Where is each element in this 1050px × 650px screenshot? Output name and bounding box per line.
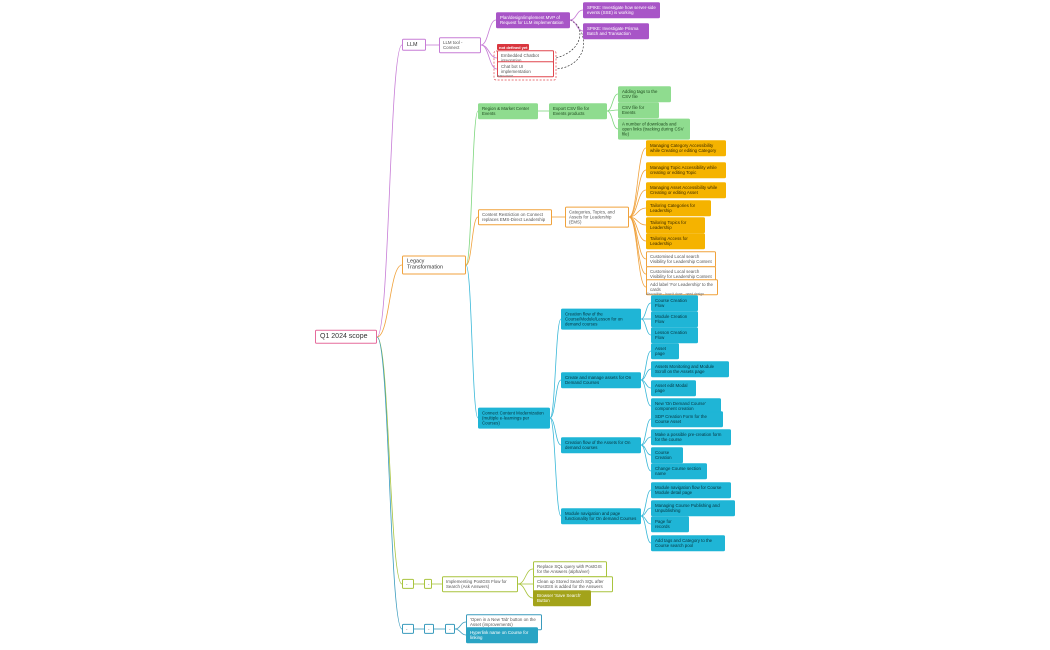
mind-node: Implementing PostGIS Flow for Search (As… xyxy=(442,576,518,592)
mind-node: Categories, Topics, and Assets for Leade… xyxy=(565,206,629,228)
status-tag: not defined yet xyxy=(497,44,530,50)
mind-node: Region & Market Center Events xyxy=(478,103,538,119)
mind-node: Tailoring Categories for Leadership xyxy=(646,200,711,216)
connector xyxy=(376,336,403,630)
connector xyxy=(628,216,647,275)
mind-node: Managing Asset Accessibility while Creat… xyxy=(646,182,726,198)
mind-node: Change Course section name xyxy=(651,463,707,479)
connector xyxy=(376,336,403,585)
connector xyxy=(517,568,534,585)
connector xyxy=(376,264,403,338)
connector xyxy=(606,110,619,130)
mind-node: Add label 'For Leadership' to the cards xyxy=(646,279,718,295)
mind-node: Q1 2024 scope xyxy=(315,329,377,345)
mind-node: Managing Course Publishing and Unpublish… xyxy=(651,500,735,516)
mind-node: Managing Category Accessibility while Cr… xyxy=(646,140,726,156)
mind-node: Module navigation and page functionality… xyxy=(561,508,641,524)
mind-node: SDP Creation Form for the Course Asset xyxy=(651,411,723,427)
mind-node: Create and manage assets for On Demand C… xyxy=(561,372,641,388)
mind-node: Creation flow of the Assets for On deman… xyxy=(561,437,641,453)
mind-node: Connect Content Modernization (multiple … xyxy=(478,407,550,429)
mind-node: A number of downloads and open links (tr… xyxy=(618,118,690,140)
connector xyxy=(640,350,652,381)
mind-node: - xyxy=(402,623,414,635)
mind-node: Export CSV file for Events products xyxy=(549,103,607,119)
connector xyxy=(517,583,534,599)
connector xyxy=(606,93,619,112)
connector xyxy=(640,436,652,446)
node-note: Also within - how it done - need design xyxy=(646,292,705,296)
dashed-link xyxy=(555,19,584,70)
connector xyxy=(640,515,652,544)
connector xyxy=(480,44,498,70)
connector xyxy=(549,379,562,419)
mind-node: Tailoring Topics for Leadership xyxy=(646,217,705,233)
connector xyxy=(549,417,562,446)
mind-node: Content Restriction on Connect replaces … xyxy=(478,209,552,225)
mind-node: Module Creation Flow xyxy=(651,311,698,327)
mind-node: Replace SQL query with PostGIS for the A… xyxy=(533,561,607,577)
connector xyxy=(376,44,403,338)
mind-node: SPIKE: Investigate how server-side event… xyxy=(583,2,660,18)
connector xyxy=(454,628,467,636)
mind-node: SPIKE: Investigate Prisma Batch and Tran… xyxy=(583,23,649,39)
mind-node: Lesson Creation Flow xyxy=(651,327,698,343)
mind-node: Add tags and Category to the Course sear… xyxy=(651,535,725,551)
connector xyxy=(640,302,652,320)
connector xyxy=(454,621,467,630)
mind-node: Browser 'Save Search' Button xyxy=(533,590,591,606)
connector xyxy=(480,19,497,46)
mind-node: Plan/design/implement MVP of Request for… xyxy=(496,12,570,28)
connector xyxy=(549,318,562,419)
connector xyxy=(640,418,652,446)
mind-node: Course Creation xyxy=(651,447,683,463)
connector xyxy=(569,19,584,32)
mind-node: Make a possible pre-creation form for th… xyxy=(651,429,731,445)
connector xyxy=(628,169,647,218)
mind-node: LLM xyxy=(402,38,426,52)
mind-node: Asset edit Modal page xyxy=(651,380,696,396)
mind-node: - xyxy=(445,623,455,635)
connector xyxy=(628,207,647,218)
mind-node: Chat bot UI implementation xyxy=(497,61,554,77)
mind-node: - xyxy=(402,578,414,590)
mind-node: Hyperlink name on Course for linking xyxy=(466,627,538,643)
connector xyxy=(465,216,479,266)
mind-node: Course Creation Flow xyxy=(651,295,698,311)
mind-node: Assets Monitoring and Module Scroll on t… xyxy=(651,361,729,377)
connector xyxy=(640,444,652,472)
connector xyxy=(628,189,647,218)
mind-node: Adding tags to the CSV file xyxy=(618,86,671,102)
mind-node: Legacy Transformation xyxy=(402,255,466,275)
mind-node: - xyxy=(424,623,434,635)
mind-node: Asset page xyxy=(651,343,679,359)
mind-node: Managing Topic Accessibility while creat… xyxy=(646,162,726,178)
connector xyxy=(549,417,562,517)
connector xyxy=(640,318,652,336)
mind-node: Module navigation flow for Course Module… xyxy=(651,482,731,498)
connector xyxy=(606,109,619,112)
connector xyxy=(628,216,647,288)
connector xyxy=(569,9,584,21)
connector xyxy=(465,110,479,266)
mind-node: Tailoring Access for Leadership xyxy=(646,233,705,249)
mind-node: Creation flow of the Course/Module/Lesso… xyxy=(561,308,641,330)
mind-node: - xyxy=(424,578,432,590)
connector xyxy=(465,264,479,419)
connector xyxy=(640,368,652,381)
connector xyxy=(640,489,652,517)
mind-node: Customised Local search Visibility for L… xyxy=(646,251,716,267)
mind-node: LLM tool - Connect xyxy=(439,37,481,53)
mind-node: Page for records xyxy=(651,516,689,532)
mind-node: CSV file for Events xyxy=(618,102,659,118)
connector xyxy=(628,147,647,218)
node-note: learn more xyxy=(497,74,514,78)
connector xyxy=(640,507,652,517)
connector xyxy=(640,379,652,407)
